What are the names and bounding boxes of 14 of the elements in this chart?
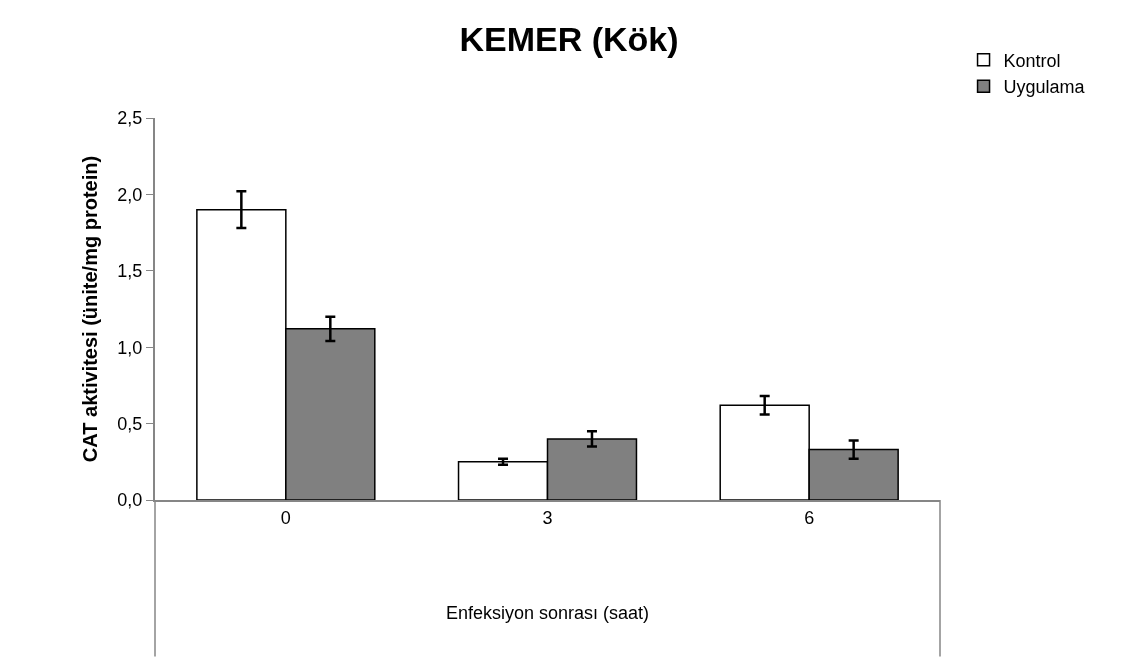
y-tick-label: 2,0 bbox=[117, 184, 143, 205]
x-tick-label: 6 bbox=[804, 507, 815, 528]
chart-title: KEMER (Kök) bbox=[459, 20, 679, 59]
y-axis-title: CAT aktivitesi (ünite/mg protein) bbox=[79, 155, 102, 463]
legend-label: Kontrol bbox=[1003, 50, 1061, 71]
x-tick-label: 0 bbox=[280, 507, 291, 528]
y-tick-label: 1,0 bbox=[117, 337, 143, 358]
y-tick-label: 1,5 bbox=[117, 261, 143, 282]
y-tick-label: 0,0 bbox=[117, 490, 143, 511]
x-axis-title: Enfeksiyon sonrası (saat) bbox=[445, 603, 650, 624]
x-tick-label: 3 bbox=[542, 507, 553, 528]
y-tick-label: 0,5 bbox=[117, 413, 143, 434]
legend-label: Uygulama bbox=[1003, 77, 1086, 98]
y-tick-label: 2,5 bbox=[117, 108, 143, 129]
